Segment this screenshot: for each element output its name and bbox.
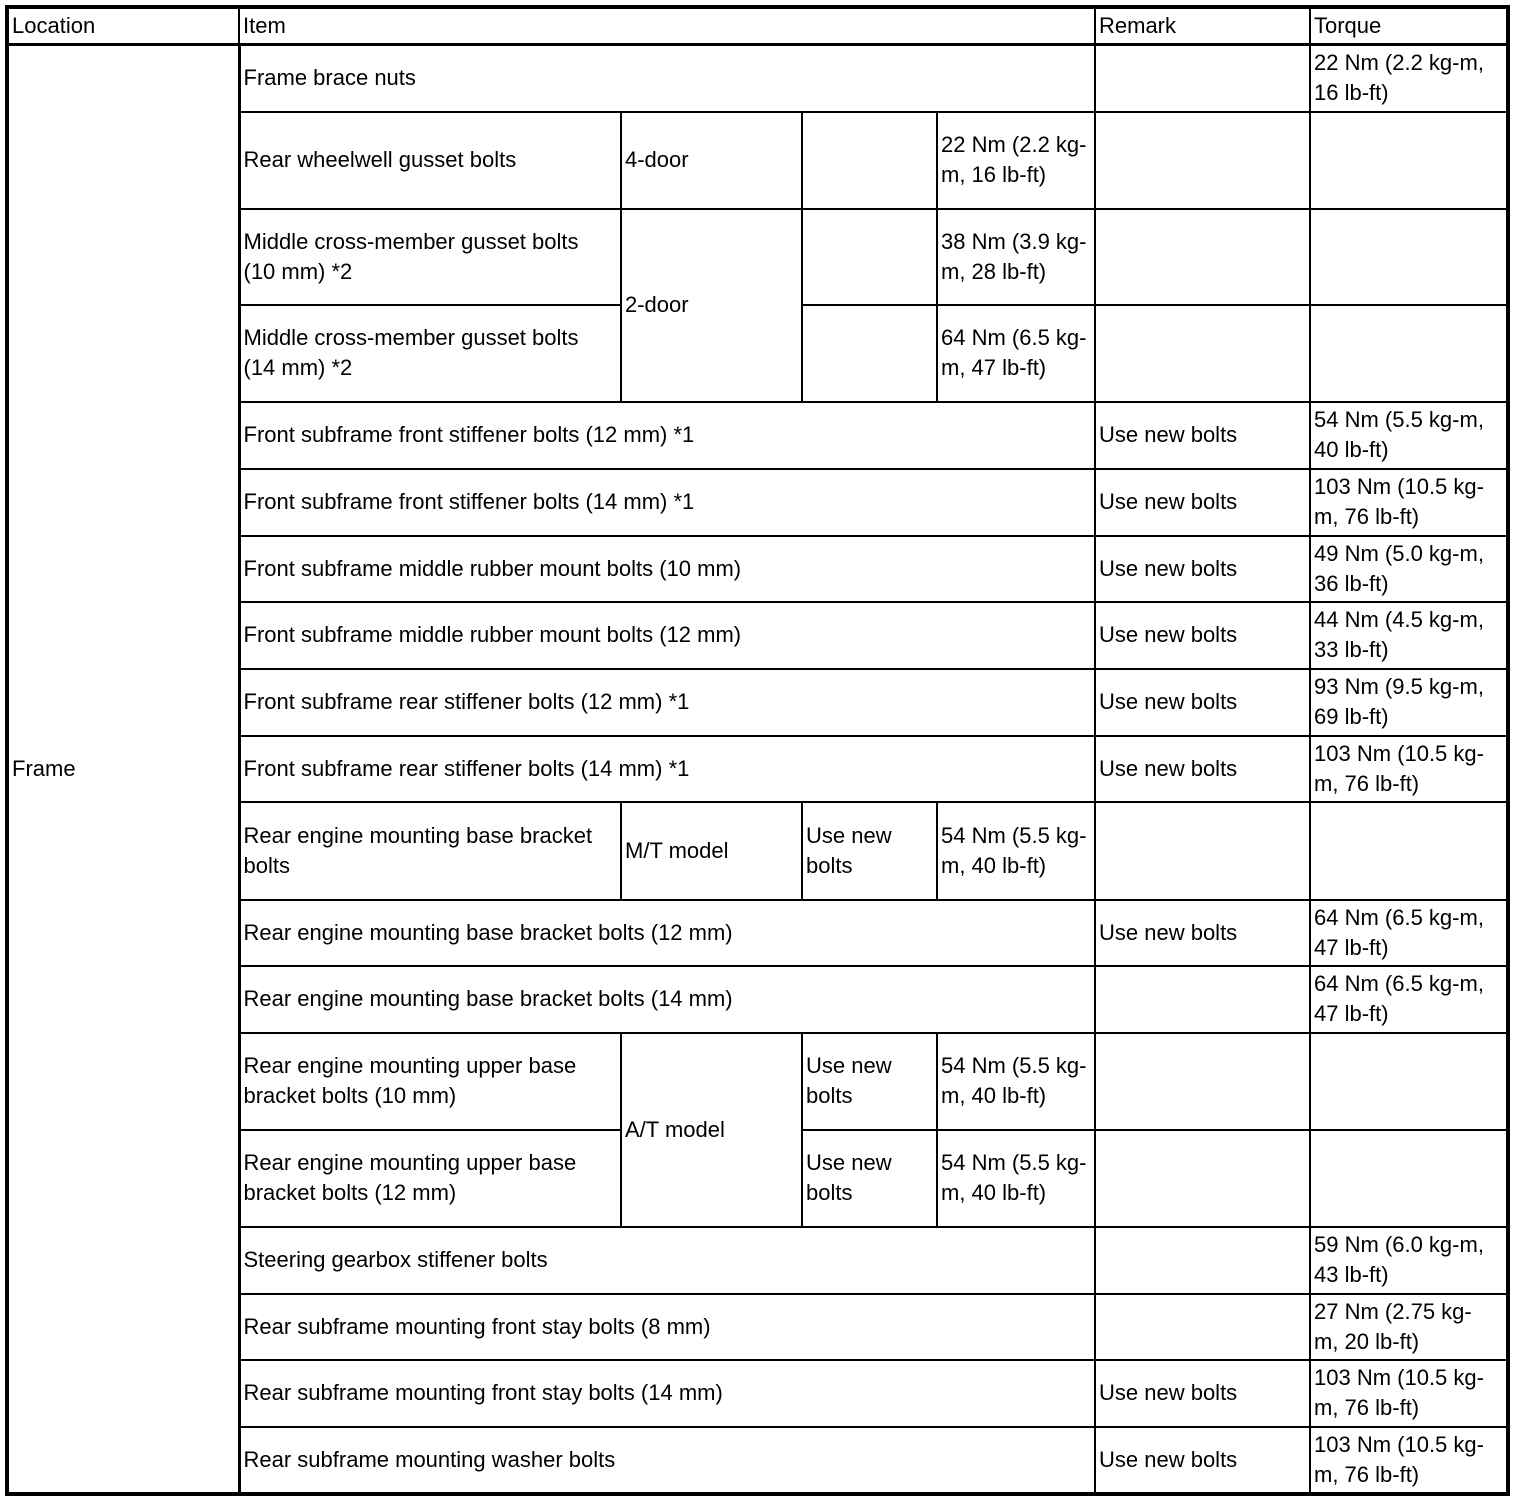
note-cell — [801, 110, 938, 210]
header-location: Location — [6, 6, 240, 46]
note-cell — [801, 303, 938, 403]
note-cell: Use new bolts — [801, 800, 938, 901]
spec-cell: 64 Nm (6.5 kg-m, 47 lb-ft) — [936, 303, 1096, 403]
item-cell: Front subframe middle rubber mount bolts… — [238, 600, 1096, 670]
torque-cell — [1309, 800, 1509, 901]
remark-cell: Use new bolts — [1094, 467, 1311, 537]
location-cell: Frame — [6, 43, 241, 1495]
remark-cell: Use new bolts — [1094, 534, 1311, 603]
remark-cell: Use new bolts — [1094, 667, 1311, 737]
item-cell: Rear subframe mounting front stay bolts … — [238, 1292, 1096, 1361]
item-cell: Rear engine mounting upper base bracket … — [238, 1031, 622, 1131]
item-cell: Front subframe front stiffener bolts (12… — [238, 400, 1096, 470]
table-row: Rear subframe mounting front stay bolts … — [7, 1292, 1509, 1361]
item-cell: Steering gearbox stiffener bolts — [238, 1225, 1096, 1295]
header-torque: Torque — [1309, 6, 1509, 46]
torque-cell: 93 Nm (9.5 kg-m, 69 lb-ft) — [1309, 667, 1509, 737]
spec-cell: 22 Nm (2.2 kg-m, 16 lb-ft) — [936, 110, 1096, 210]
remark-cell — [1094, 1292, 1311, 1361]
item-cell: Rear subframe mounting washer bolts — [238, 1425, 1096, 1495]
note-cell: Use new bolts — [801, 1031, 938, 1131]
item-cell: Rear engine mounting base bracket bolts … — [238, 964, 1096, 1034]
remark-cell — [1094, 43, 1311, 113]
item-cell: Front subframe rear stiffener bolts (14 … — [238, 734, 1096, 803]
torque-cell: 103 Nm (10.5 kg-m, 76 lb-ft) — [1309, 467, 1509, 537]
table-row: Front subframe rear stiffener bolts (12 … — [7, 667, 1509, 737]
table-row: Rear subframe mounting front stay bolts … — [7, 1358, 1509, 1428]
variant-cell: 2-door — [620, 207, 803, 403]
spec-cell: 54 Nm (5.5 kg-m, 40 lb-ft) — [936, 1031, 1096, 1131]
item-cell: Frame brace nuts — [238, 43, 1096, 113]
torque-cell: 27 Nm (2.75 kg-m, 20 lb-ft) — [1309, 1292, 1509, 1361]
torque-cell: 64 Nm (6.5 kg-m, 47 lb-ft) — [1309, 964, 1509, 1034]
variant-cell: M/T model — [620, 800, 803, 901]
table-row: Front subframe middle rubber mount bolts… — [7, 534, 1509, 603]
remark-cell: Use new bolts — [1094, 1425, 1311, 1495]
item-cell: Middle cross-member gusset bolts (14 mm)… — [238, 303, 622, 403]
table-row: Rear wheelwell gusset bolts 4-door 22 Nm… — [7, 110, 1509, 210]
variant-cell: 4-door — [620, 110, 803, 210]
item-cell: Front subframe middle rubber mount bolts… — [238, 534, 1096, 603]
header-item: Item — [238, 6, 1096, 46]
torque-cell: 22 Nm (2.2 kg-m, 16 lb-ft) — [1309, 43, 1509, 113]
table-row: Steering gearbox stiffener bolts 59 Nm (… — [7, 1225, 1509, 1295]
table-row: Rear engine mounting upper base bracket … — [7, 1031, 1509, 1228]
remark-cell — [1094, 1225, 1311, 1295]
torque-cell: 59 Nm (6.0 kg-m, 43 lb-ft) — [1309, 1225, 1509, 1295]
torque-cell: 54 Nm (5.5 kg-m, 40 lb-ft) — [1309, 400, 1509, 470]
table-row: Front subframe rear stiffener bolts (14 … — [7, 734, 1509, 803]
table-row: Rear engine mounting upper base bracket … — [7, 1128, 1509, 1228]
remark-cell: Use new bolts — [1094, 600, 1311, 670]
torque-cell — [1309, 1031, 1509, 1131]
remark-cell: Use new bolts — [1094, 1358, 1311, 1428]
spec-cell: 38 Nm (3.9 kg-m, 28 lb-ft) — [936, 207, 1096, 306]
item-cell: Rear engine mounting base bracket bolts — [238, 800, 622, 901]
torque-cell — [1309, 303, 1509, 403]
torque-cell: 103 Nm (10.5 kg-m, 76 lb-ft) — [1309, 734, 1509, 803]
remark-cell — [1094, 964, 1311, 1034]
remark-cell — [1094, 800, 1311, 901]
remark-cell: Use new bolts — [1094, 400, 1311, 470]
torque-cell: 103 Nm (10.5 kg-m, 76 lb-ft) — [1309, 1358, 1509, 1428]
table-row: Front subframe front stiffener bolts (14… — [7, 467, 1509, 537]
table-row: Front subframe front stiffener bolts (12… — [7, 400, 1509, 470]
table-row: Rear subframe mounting washer bolts Use … — [7, 1425, 1509, 1495]
remark-cell: Use new bolts — [1094, 898, 1311, 967]
item-cell: Rear subframe mounting front stay bolts … — [238, 1358, 1096, 1428]
spec-cell: 54 Nm (5.5 kg-m, 40 lb-ft) — [936, 1128, 1096, 1228]
note-cell: Use new bolts — [801, 1128, 938, 1228]
torque-spec-table: Location Item Remark Torque Frame Frame … — [5, 5, 1510, 1496]
spec-cell: 54 Nm (5.5 kg-m, 40 lb-ft) — [936, 800, 1096, 901]
table-row: Frame Frame brace nuts 22 Nm (2.2 kg-m, … — [6, 43, 1509, 1495]
table-row: Middle cross-member gusset bolts (14 mm)… — [7, 303, 1509, 403]
table-row: Front subframe middle rubber mount bolts… — [7, 600, 1509, 670]
torque-cell: 64 Nm (6.5 kg-m, 47 lb-ft) — [1309, 898, 1509, 967]
item-cell: Front subframe front stiffener bolts (14… — [238, 467, 1096, 537]
table-row: Middle cross-member gusset bolts (10 mm)… — [7, 207, 1509, 403]
remark-cell — [1094, 303, 1311, 403]
torque-cell — [1309, 110, 1509, 210]
item-cell: Front subframe rear stiffener bolts (12 … — [238, 667, 1096, 737]
table-row: Rear engine mounting base bracket bolts … — [7, 964, 1509, 1034]
item-cell: Middle cross-member gusset bolts (10 mm)… — [238, 207, 622, 306]
remark-cell — [1094, 1128, 1311, 1228]
torque-cell: 103 Nm (10.5 kg-m, 76 lb-ft) — [1309, 1425, 1509, 1495]
remark-cell: Use new bolts — [1094, 734, 1311, 803]
item-cell: Rear wheelwell gusset bolts — [238, 110, 622, 210]
table-row: Rear engine mounting base bracket bolts … — [7, 898, 1509, 967]
note-cell — [801, 207, 938, 306]
remark-cell — [1094, 1031, 1311, 1131]
item-cell: Rear engine mounting upper base bracket … — [238, 1128, 622, 1228]
torque-cell — [1309, 207, 1509, 306]
remark-cell — [1094, 207, 1311, 306]
table-row: Rear engine mounting base bracket bolts … — [7, 800, 1509, 901]
torque-cell: 44 Nm (4.5 kg-m, 33 lb-ft) — [1309, 600, 1509, 670]
torque-cell — [1309, 1128, 1509, 1228]
torque-cell: 49 Nm (5.0 kg-m, 36 lb-ft) — [1309, 534, 1509, 603]
header-row: Location Item Remark Torque — [6, 6, 1509, 46]
header-remark: Remark — [1094, 6, 1311, 46]
remark-cell — [1094, 110, 1311, 210]
item-cell: Rear engine mounting base bracket bolts … — [238, 898, 1096, 967]
variant-cell: A/T model — [620, 1031, 803, 1228]
